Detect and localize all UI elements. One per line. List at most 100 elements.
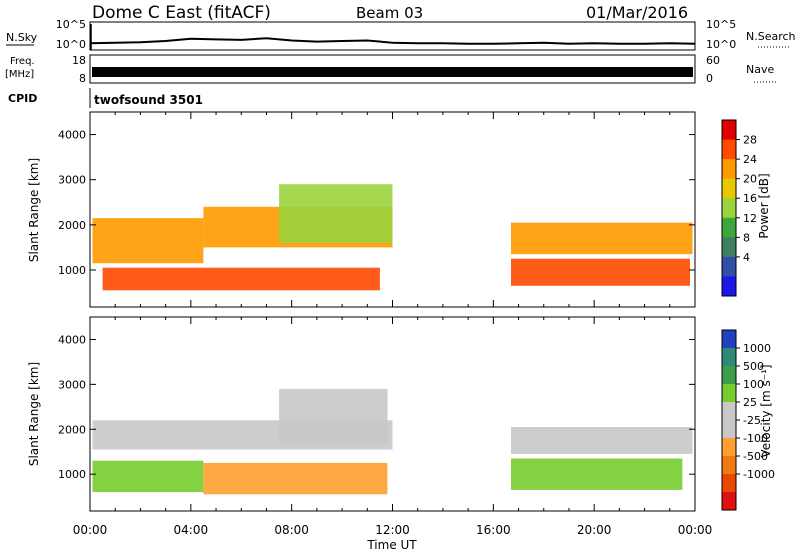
velocity-colorbar-tick-label: 25 — [743, 396, 757, 409]
power-colorbar-swatch — [722, 178, 736, 199]
freq-unit-label: [MHz] — [5, 69, 34, 80]
nsearch-label: N.Search — [746, 30, 796, 43]
velocity-colorbar-swatch — [722, 330, 736, 349]
velocity-colorbar-swatch — [722, 402, 736, 421]
echo-region — [92, 218, 204, 264]
power-panel: 4000 3000 2000 1000 Slant Range [km] 28 24 20… — [27, 111, 771, 308]
power-ytick-label: 2000 — [58, 219, 86, 232]
echo-region — [203, 462, 388, 495]
nsky-panel: N.Sky 10^5 10^0 10^5 10^0 N.Search — [6, 18, 796, 51]
power-colorbar-swatch — [722, 159, 736, 180]
nsky-frame — [89, 21, 696, 51]
power-ytick-label: 3000 — [58, 174, 86, 187]
velocity-colorbar-swatch — [722, 420, 736, 439]
power-ytick-label: 4000 — [58, 129, 86, 142]
nave-label: Nave — [746, 63, 774, 76]
power-heatmap — [92, 184, 693, 291]
echo-region — [511, 222, 693, 255]
velocity-panel: 4000 3000 2000 1000 Slant Range [km] 1000 50… — [27, 316, 775, 512]
cpid-value: twofsound 3501 — [94, 93, 203, 107]
freq-label: Freq. — [10, 56, 35, 67]
time-axis-title: Time UT — [366, 538, 417, 552]
cpid-label: CPID — [8, 92, 37, 105]
velocity-colorbar: 1000 500 100 25 -25 -100 -500 -1000 — [721, 329, 775, 511]
velocity-colorbar-swatch — [722, 366, 736, 385]
echo-region — [511, 427, 693, 454]
power-ytick-label: 1000 — [58, 264, 86, 277]
velocity-colorbar-swatch — [722, 474, 736, 493]
time-tick-label: 12:00 — [375, 523, 410, 537]
velocity-colorbar-tick-label: 500 — [743, 360, 764, 373]
power-colorbar-tick-label: 12 — [743, 212, 757, 225]
power-colorbar-tick-label: 28 — [743, 134, 757, 147]
power-colorbar-tick-label: 24 — [743, 153, 757, 166]
time-tick-label: 00:00 — [73, 523, 108, 537]
date-title: 01/Mar/2016 — [586, 3, 688, 22]
echo-region — [511, 258, 690, 286]
cpid-row: CPID twofsound 3501 — [8, 88, 203, 108]
power-colorbar-swatch — [722, 237, 736, 258]
nsky-tick-top-right: 10^5 — [706, 18, 736, 31]
station-title: Dome C East (fitACF) — [92, 3, 271, 23]
power-x-ticks — [89, 112, 696, 307]
power-colorbar-tick-label: 20 — [743, 173, 757, 186]
nsky-tick-top-left: 10^5 — [56, 18, 86, 31]
velocity-ytick-label: 3000 — [58, 378, 86, 391]
echo-region — [92, 460, 204, 493]
time-tick-label: 20:00 — [577, 523, 612, 537]
freq-frame — [89, 54, 696, 84]
velocity-colorbar-tick-label: -100 — [743, 432, 768, 445]
freq-tick-top-right: 60 — [706, 54, 720, 67]
beam-title: Beam 03 — [356, 4, 423, 22]
nsky-label: N.Sky — [6, 31, 38, 44]
echo-region — [511, 458, 683, 490]
freq-series-band — [92, 67, 693, 77]
freq-tick-bottom-left: 8 — [79, 72, 86, 85]
velocity-ylabel: Slant Range [km] — [27, 362, 41, 466]
time-tick-label: 00:00 — [678, 523, 713, 537]
velocity-x-ticks — [89, 317, 696, 511]
velocity-y-axis: 4000 3000 2000 1000 — [58, 333, 695, 481]
time-tick-label: 16:00 — [476, 523, 511, 537]
echo-region — [279, 388, 388, 443]
velocity-colorbar-tick-label: -500 — [743, 450, 768, 463]
velocity-colorbar-swatch — [722, 348, 736, 367]
velocity-colorbar-swatch — [722, 492, 736, 511]
power-colorbar-tick-label: 8 — [743, 231, 750, 244]
power-colorbar-label: Power [dB] — [757, 173, 771, 238]
power-colorbar-frame — [721, 119, 737, 297]
velocity-colorbar-tick-label: 1000 — [743, 342, 771, 355]
velocity-colorbar-tick-label: -1000 — [743, 468, 775, 481]
velocity-colorbar-swatch — [722, 384, 736, 403]
velocity-ytick-label: 1000 — [58, 468, 86, 481]
nsky-series — [89, 24, 696, 50]
power-colorbar-swatch — [722, 139, 736, 160]
power-colorbar-swatch — [722, 217, 736, 238]
time-tick-label: 04:00 — [174, 523, 209, 537]
power-colorbar: 28 24 20 16 12 8 4 — [721, 119, 757, 297]
power-colorbar-swatch — [722, 276, 736, 297]
time-tick-label: 08:00 — [274, 523, 309, 537]
power-colorbar-tick-label: 4 — [743, 251, 750, 264]
freq-tick-bottom-right: 0 — [706, 72, 713, 85]
nsky-line — [89, 37, 696, 45]
velocity-colorbar-swatch — [722, 438, 736, 457]
nsky-tick-bottom-left: 10^0 — [56, 38, 86, 51]
echo-region — [102, 267, 380, 291]
power-colorbar-tick-label: 16 — [743, 192, 757, 205]
velocity-heatmap — [92, 388, 693, 495]
freq-panel: Freq. [MHz] 18 8 60 0 Nave — [5, 54, 778, 85]
power-colorbar-swatch — [722, 256, 736, 277]
velocity-ytick-label: 4000 — [58, 333, 86, 346]
time-axis-labels: 00:00 04:00 08:00 12:00 16:00 20:00 00:00 — [73, 523, 713, 537]
power-colorbar-swatch — [722, 120, 736, 141]
power-colorbar-swatch — [722, 198, 736, 219]
power-ylabel: Slant Range [km] — [27, 158, 41, 262]
velocity-ytick-label: 2000 — [58, 423, 86, 436]
velocity-colorbar-label: Velocity [m s⁻¹] — [759, 364, 773, 457]
velocity-colorbar-swatch — [722, 456, 736, 475]
nsky-tick-bottom-right: 10^0 — [706, 38, 736, 51]
echo-region — [279, 184, 393, 243]
freq-tick-top-left: 18 — [72, 54, 86, 67]
